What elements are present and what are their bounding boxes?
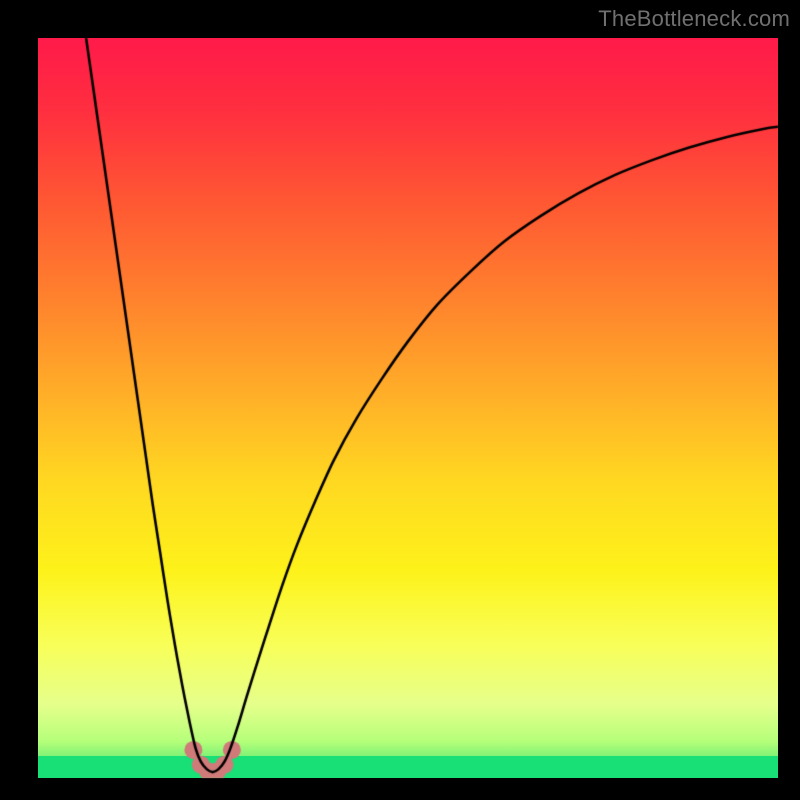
chart-container: TheBottleneck.com [0,0,800,800]
bottleneck-curve-canvas [0,0,800,800]
watermark-text: TheBottleneck.com [598,6,790,32]
